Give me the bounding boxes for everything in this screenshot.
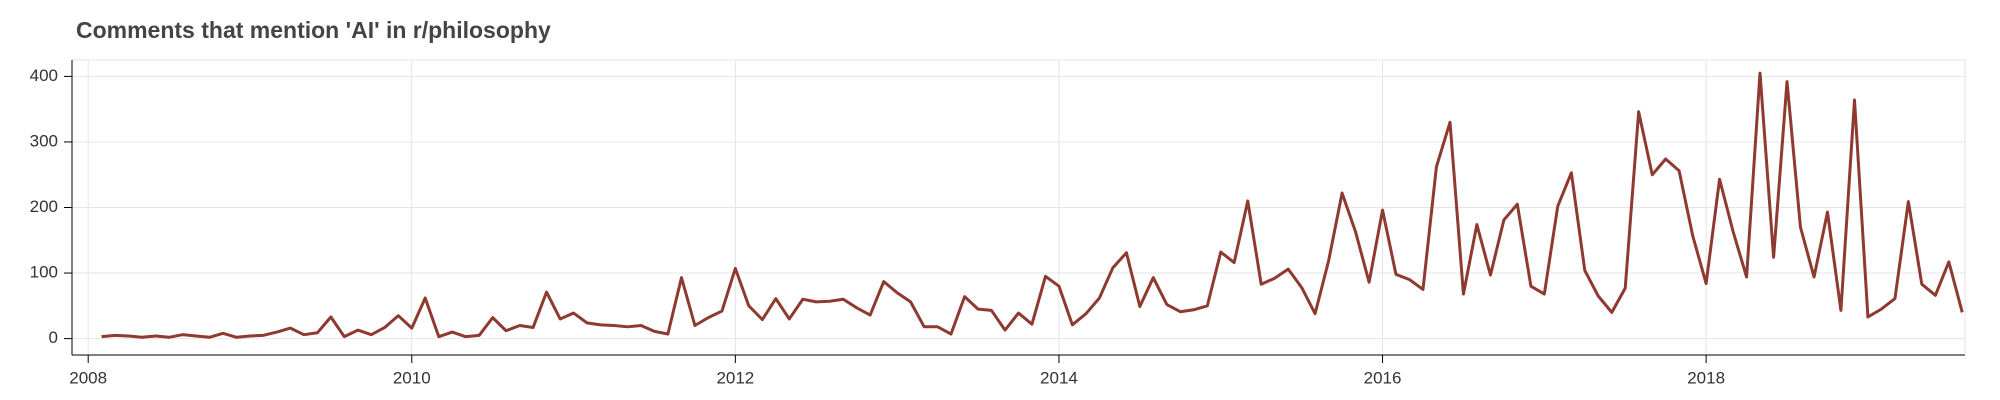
data-line	[101, 71, 1964, 339]
y-tick-label: 200	[30, 197, 58, 216]
y-tick-label: 300	[30, 131, 58, 150]
y-tick-label: 100	[30, 263, 58, 282]
x-tick-label: 2016	[1364, 368, 1402, 387]
chart-title: Comments that mention 'AI' in r/philosop…	[76, 17, 551, 43]
x-tick-label: 2010	[393, 368, 431, 387]
y-tick-label: 400	[30, 66, 58, 85]
y-tick-label: 0	[49, 328, 58, 347]
x-tick-label: 2014	[1040, 368, 1078, 387]
x-tick-label: 2012	[716, 368, 754, 387]
x-tick-label: 2018	[1687, 368, 1725, 387]
x-tick-label: 2008	[69, 368, 107, 387]
